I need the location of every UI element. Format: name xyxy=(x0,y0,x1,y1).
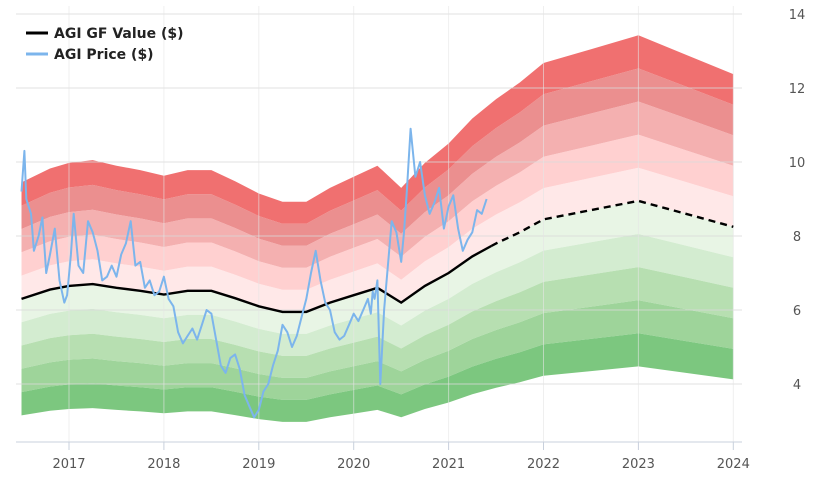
y-tick-label-8: 8 xyxy=(793,230,801,245)
gf-value-forecast-line xyxy=(490,199,734,248)
grid-lines xyxy=(16,6,742,442)
x-tick-label-2019: 2019 xyxy=(242,457,275,472)
valuation-bands xyxy=(21,35,734,422)
lower-band-1 xyxy=(21,200,734,334)
y-tick-label-6: 6 xyxy=(793,304,801,319)
x-tick-label-2023: 2023 xyxy=(622,457,655,472)
upper-band-2 xyxy=(21,134,734,290)
x-tick-label-2024: 2024 xyxy=(717,457,750,472)
gf-value-line xyxy=(21,244,492,314)
upper-band-4 xyxy=(21,68,734,246)
legend-label-1: AGI GF Value ($) xyxy=(54,26,184,42)
legend: AGI GF Value ($) AGI Price ($) xyxy=(26,26,184,63)
x-tick-label-2018: 2018 xyxy=(147,457,180,472)
lower-band-4 xyxy=(21,300,734,400)
x-tick-label-2017: 2017 xyxy=(52,457,85,472)
y-tick-label-10: 10 xyxy=(789,156,806,171)
y-tick-label-14: 14 xyxy=(789,8,806,23)
x-tick-label-2021: 2021 xyxy=(432,457,465,472)
axes: 2017 2018 2019 2020 2021 2022 2023 2024 4 6 8 10 12 1… xyxy=(16,8,805,472)
lower-band-3 xyxy=(21,267,734,378)
price-line xyxy=(20,127,488,419)
lower-band-5 xyxy=(21,333,734,422)
x-tick-label-2022: 2022 xyxy=(527,457,560,472)
upper-band-1 xyxy=(21,167,734,312)
x-tick-label-2020: 2020 xyxy=(337,457,370,472)
upper-band-5 xyxy=(21,35,734,224)
legend-label-2: AGI Price ($) xyxy=(54,47,154,63)
series-lines xyxy=(20,127,734,419)
lower-band-2 xyxy=(21,234,734,356)
upper-band-3 xyxy=(21,101,734,268)
y-tick-label-12: 12 xyxy=(789,82,806,97)
y-tick-label-4: 4 xyxy=(793,378,801,393)
